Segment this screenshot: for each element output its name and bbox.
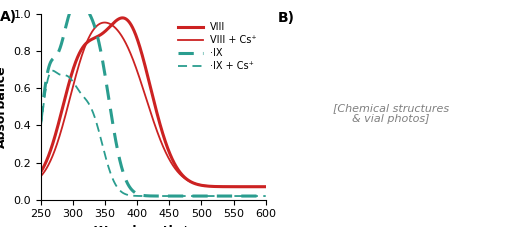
- ·IX + Cs⁺: [256, 195, 262, 197]
- Line: ·IX + Cs⁺: ·IX + Cs⁺: [41, 71, 266, 196]
- Text: B): B): [278, 11, 295, 25]
- ·IX: [142, 194, 148, 197]
- VIII + Cs⁺: [256, 185, 262, 188]
- ·IX + Cs⁺: [263, 195, 269, 197]
- Legend: VIII, VIII + Cs⁺, ·IX, ·IX + Cs⁺: VIII, VIII + Cs⁺, ·IX, ·IX + Cs⁺: [174, 18, 261, 75]
- ·IX: [38, 120, 44, 123]
- VIII + Cs⁺: [49, 155, 55, 158]
- ·IX: [75, 0, 81, 2]
- ·IX: [49, 58, 55, 61]
- ·IX + Cs⁺: [50, 69, 56, 72]
- Line: VIII: VIII: [41, 18, 266, 187]
- VIII + Cs⁺: [102, 21, 108, 24]
- VIII + Cs⁺: [215, 185, 221, 188]
- VIII + Cs⁺: [147, 110, 153, 113]
- VIII: [256, 185, 262, 188]
- ·IX + Cs⁺: [215, 195, 221, 197]
- ·IX: [257, 195, 263, 197]
- Text: A): A): [1, 10, 17, 24]
- ·IX + Cs⁺: [257, 195, 263, 197]
- VIII: [142, 62, 148, 64]
- ·IX + Cs⁺: [38, 125, 44, 128]
- VIII: [38, 170, 44, 173]
- Line: ·IX: ·IX: [41, 1, 266, 196]
- Line: VIII + Cs⁺: VIII + Cs⁺: [41, 22, 266, 187]
- VIII: [120, 17, 126, 19]
- VIII: [215, 185, 221, 188]
- VIII + Cs⁺: [38, 175, 44, 178]
- VIII: [49, 143, 55, 146]
- VIII + Cs⁺: [256, 185, 262, 188]
- ·IX: [263, 195, 269, 197]
- X-axis label: Wavelength / nm: Wavelength / nm: [94, 225, 213, 227]
- VIII + Cs⁺: [142, 91, 148, 94]
- ·IX + Cs⁺: [202, 195, 208, 197]
- ·IX: [215, 195, 221, 197]
- ·IX: [256, 195, 262, 197]
- ·IX + Cs⁺: [147, 195, 153, 197]
- ·IX + Cs⁺: [49, 69, 55, 72]
- VIII: [256, 185, 262, 188]
- Y-axis label: Absorbance: Absorbance: [0, 65, 8, 148]
- Text: [Chemical structures
& vial photos]: [Chemical structures & vial photos]: [333, 103, 449, 124]
- ·IX + Cs⁺: [142, 195, 148, 197]
- VIII: [263, 185, 269, 188]
- ·IX: [221, 195, 227, 197]
- VIII: [147, 85, 153, 88]
- ·IX: [147, 195, 153, 197]
- VIII + Cs⁺: [263, 185, 269, 188]
